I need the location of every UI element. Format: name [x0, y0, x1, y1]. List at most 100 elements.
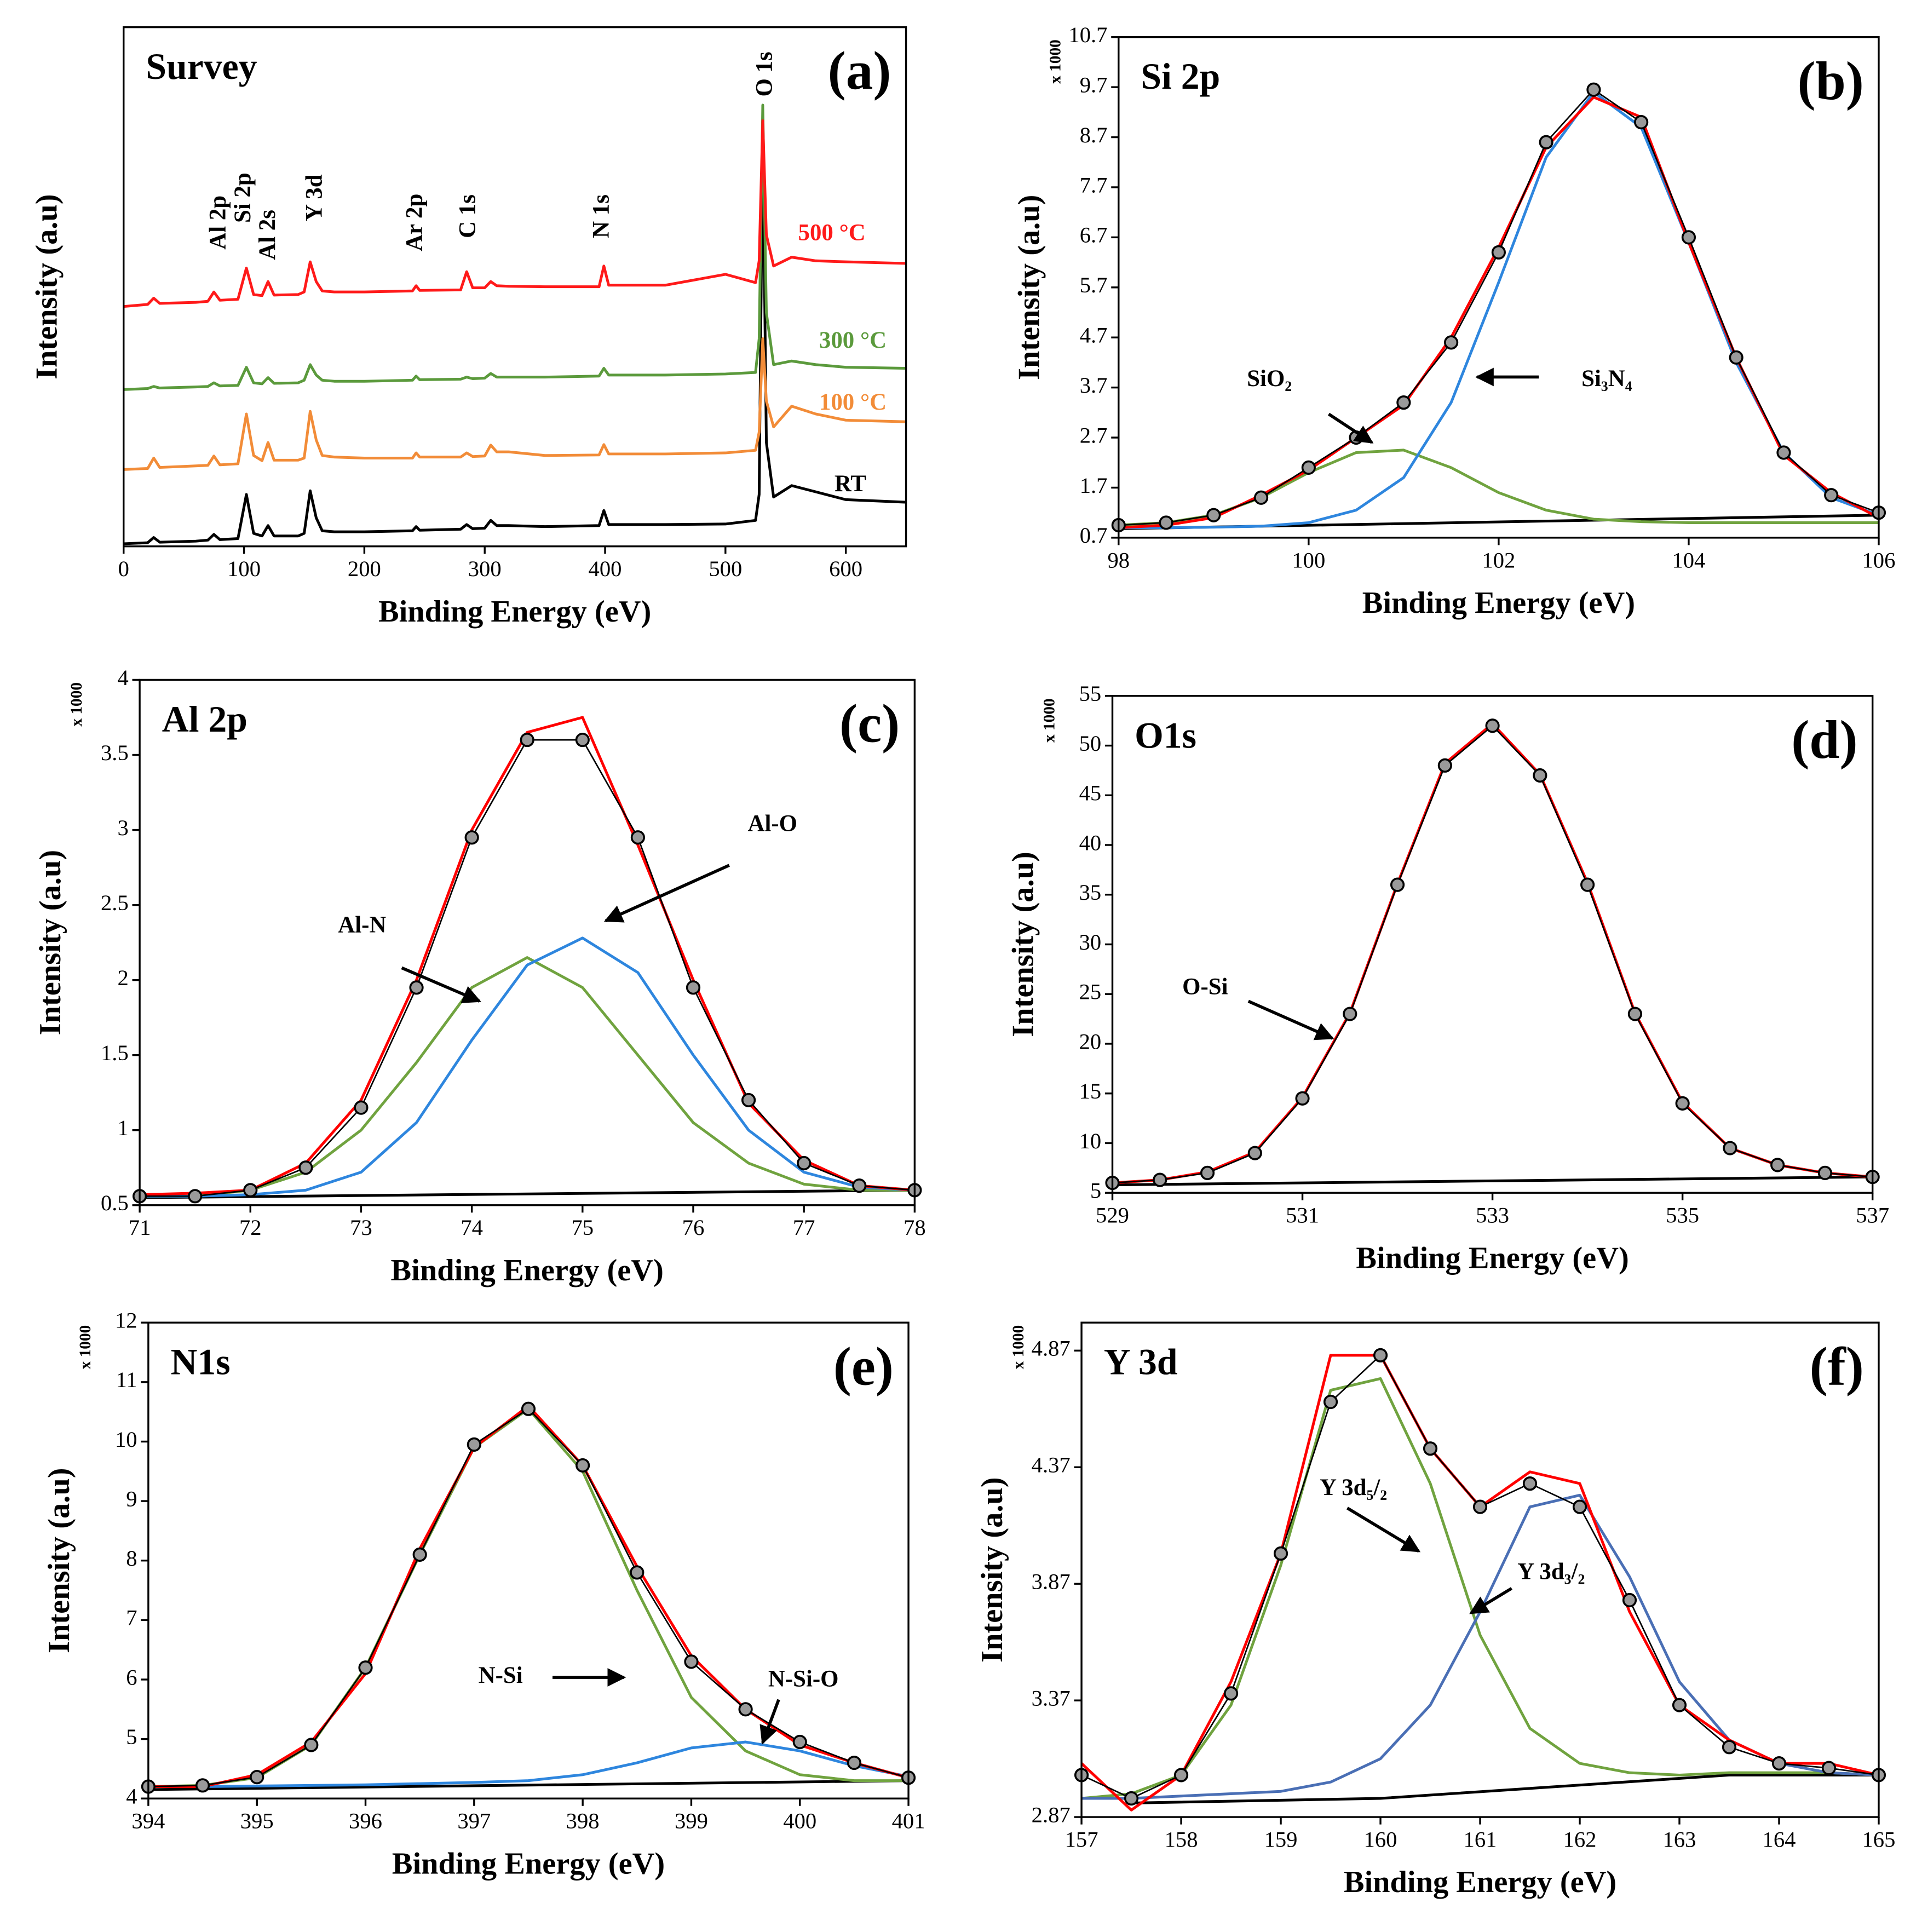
plot-frame [1111, 695, 1874, 1194]
fit-marker [1776, 445, 1791, 460]
annotation: N-Si-O [768, 1666, 839, 1692]
fit-marker [1253, 490, 1269, 505]
series-line [148, 1404, 909, 1788]
fit-marker [1323, 1394, 1338, 1410]
series-line [148, 1740, 909, 1788]
x-tick-label: 399 [675, 1809, 708, 1833]
x-tick-label: 397 [457, 1809, 491, 1833]
fit-marker [520, 733, 534, 748]
peak-label: Si 2p [230, 173, 256, 223]
y-axis-title: Intensity (a.u) [975, 1477, 1009, 1662]
panel-label: (d) [1791, 710, 1857, 770]
fit-marker [576, 1458, 590, 1473]
fit-marker [298, 1160, 313, 1175]
fit-marker [792, 1734, 807, 1750]
fit-marker [1722, 1740, 1737, 1755]
fit-marker [738, 1702, 753, 1717]
series-label: 100 °C [819, 389, 887, 415]
annotation: Si₃N₄ [1581, 366, 1632, 392]
fit-marker [1373, 1348, 1388, 1362]
fit-marker [1273, 1546, 1288, 1561]
series-line [140, 956, 915, 1198]
series-line [148, 1408, 909, 1787]
x-tick-label: 500 [709, 556, 742, 581]
panel-title: Y 3d [1104, 1342, 1178, 1383]
fit-marker [847, 1755, 862, 1770]
x-tick-label: 78 [904, 1215, 926, 1240]
fit-marker [1634, 115, 1649, 130]
fit-marker [521, 1401, 536, 1416]
fit-marker [1770, 1158, 1785, 1172]
y-axis-title: Intensity (a.u) [1012, 195, 1046, 380]
series-line [140, 1188, 915, 1199]
fit-marker [1729, 350, 1743, 365]
y-tick-label: 3 [117, 815, 128, 840]
x-tick-label: 164 [1763, 1827, 1796, 1852]
fit-marker [1295, 1091, 1310, 1106]
panel-label: (a) [828, 42, 891, 101]
y-tick-label: 8 [126, 1546, 137, 1571]
fit-marker [409, 980, 424, 995]
fit-marker [741, 1092, 756, 1107]
series-line [140, 716, 915, 1197]
x-tick-label: 537 [1856, 1203, 1889, 1228]
fit-marker [1437, 758, 1452, 773]
series-line [1131, 1773, 1879, 1805]
y-tick-label: 1.7 [1080, 473, 1108, 498]
fit-marker [1672, 1698, 1687, 1712]
panel-title: Al 2p [162, 699, 248, 740]
y-tick-label: 4.7 [1080, 323, 1108, 348]
annotation-arrow [1469, 1587, 1513, 1615]
annotation-arrow [1346, 1507, 1421, 1553]
fit-marker [575, 733, 590, 748]
fit-marker [630, 1565, 644, 1580]
panel-title: Survey [146, 46, 257, 87]
fit-marker [1572, 1499, 1587, 1514]
panel-label: (b) [1798, 51, 1864, 111]
x-tick-label: 73 [350, 1215, 372, 1240]
fit-marker [1301, 460, 1316, 475]
series-line [123, 129, 906, 545]
y-tick-label: 50 [1079, 731, 1102, 756]
fit-marker [1723, 1141, 1737, 1155]
x-tick-label: 535 [1666, 1203, 1699, 1228]
y-tick-label: 8.7 [1080, 123, 1108, 147]
x-tick-label: 395 [240, 1809, 274, 1833]
x-tick-label: 200 [348, 556, 381, 581]
y-tick-label: 10 [1079, 1129, 1102, 1153]
fit-marker [1675, 1096, 1690, 1111]
series-line [123, 119, 906, 308]
series-line [148, 1779, 909, 1791]
fit-marker [1817, 1165, 1833, 1180]
fit-marker [1206, 508, 1221, 522]
peak-label: N 1s [588, 194, 614, 238]
y-tick-label: 7 [126, 1606, 137, 1630]
annotation: Al-O [748, 811, 798, 837]
fit-marker [1124, 1791, 1139, 1806]
fit-marker [354, 1100, 369, 1115]
y-tick-label: 4.87 [1032, 1336, 1071, 1361]
x-tick-label: 165 [1862, 1827, 1896, 1852]
y-tick-label: 5 [1090, 1178, 1101, 1203]
annotation: N-Si [479, 1663, 523, 1688]
annotation-arrow [759, 1699, 780, 1745]
y-multiplier: x 1000 [77, 1325, 94, 1370]
x-tick-label: 71 [129, 1215, 151, 1240]
plot-frame [123, 26, 907, 548]
x-tick-label: 76 [682, 1215, 705, 1240]
fit-marker [1159, 515, 1173, 530]
x-axis-title: Binding Energy (eV) [378, 595, 651, 629]
fit-marker [250, 1770, 264, 1785]
y-axis-title: Intensity (a.u) [33, 850, 67, 1035]
x-tick-label: 533 [1476, 1203, 1509, 1228]
x-tick-label: 102 [1482, 548, 1515, 572]
y-tick-label: 2.87 [1032, 1802, 1071, 1827]
x-tick-label: 72 [239, 1215, 262, 1240]
x-tick-label: 104 [1672, 548, 1705, 572]
y-multiplier: x 1000 [1010, 1325, 1027, 1370]
plot-frame [147, 1321, 910, 1799]
y-tick-label: 12 [115, 1308, 137, 1333]
fit-marker [1821, 1761, 1837, 1775]
fit-marker [1396, 395, 1411, 410]
series-line [140, 739, 915, 1197]
